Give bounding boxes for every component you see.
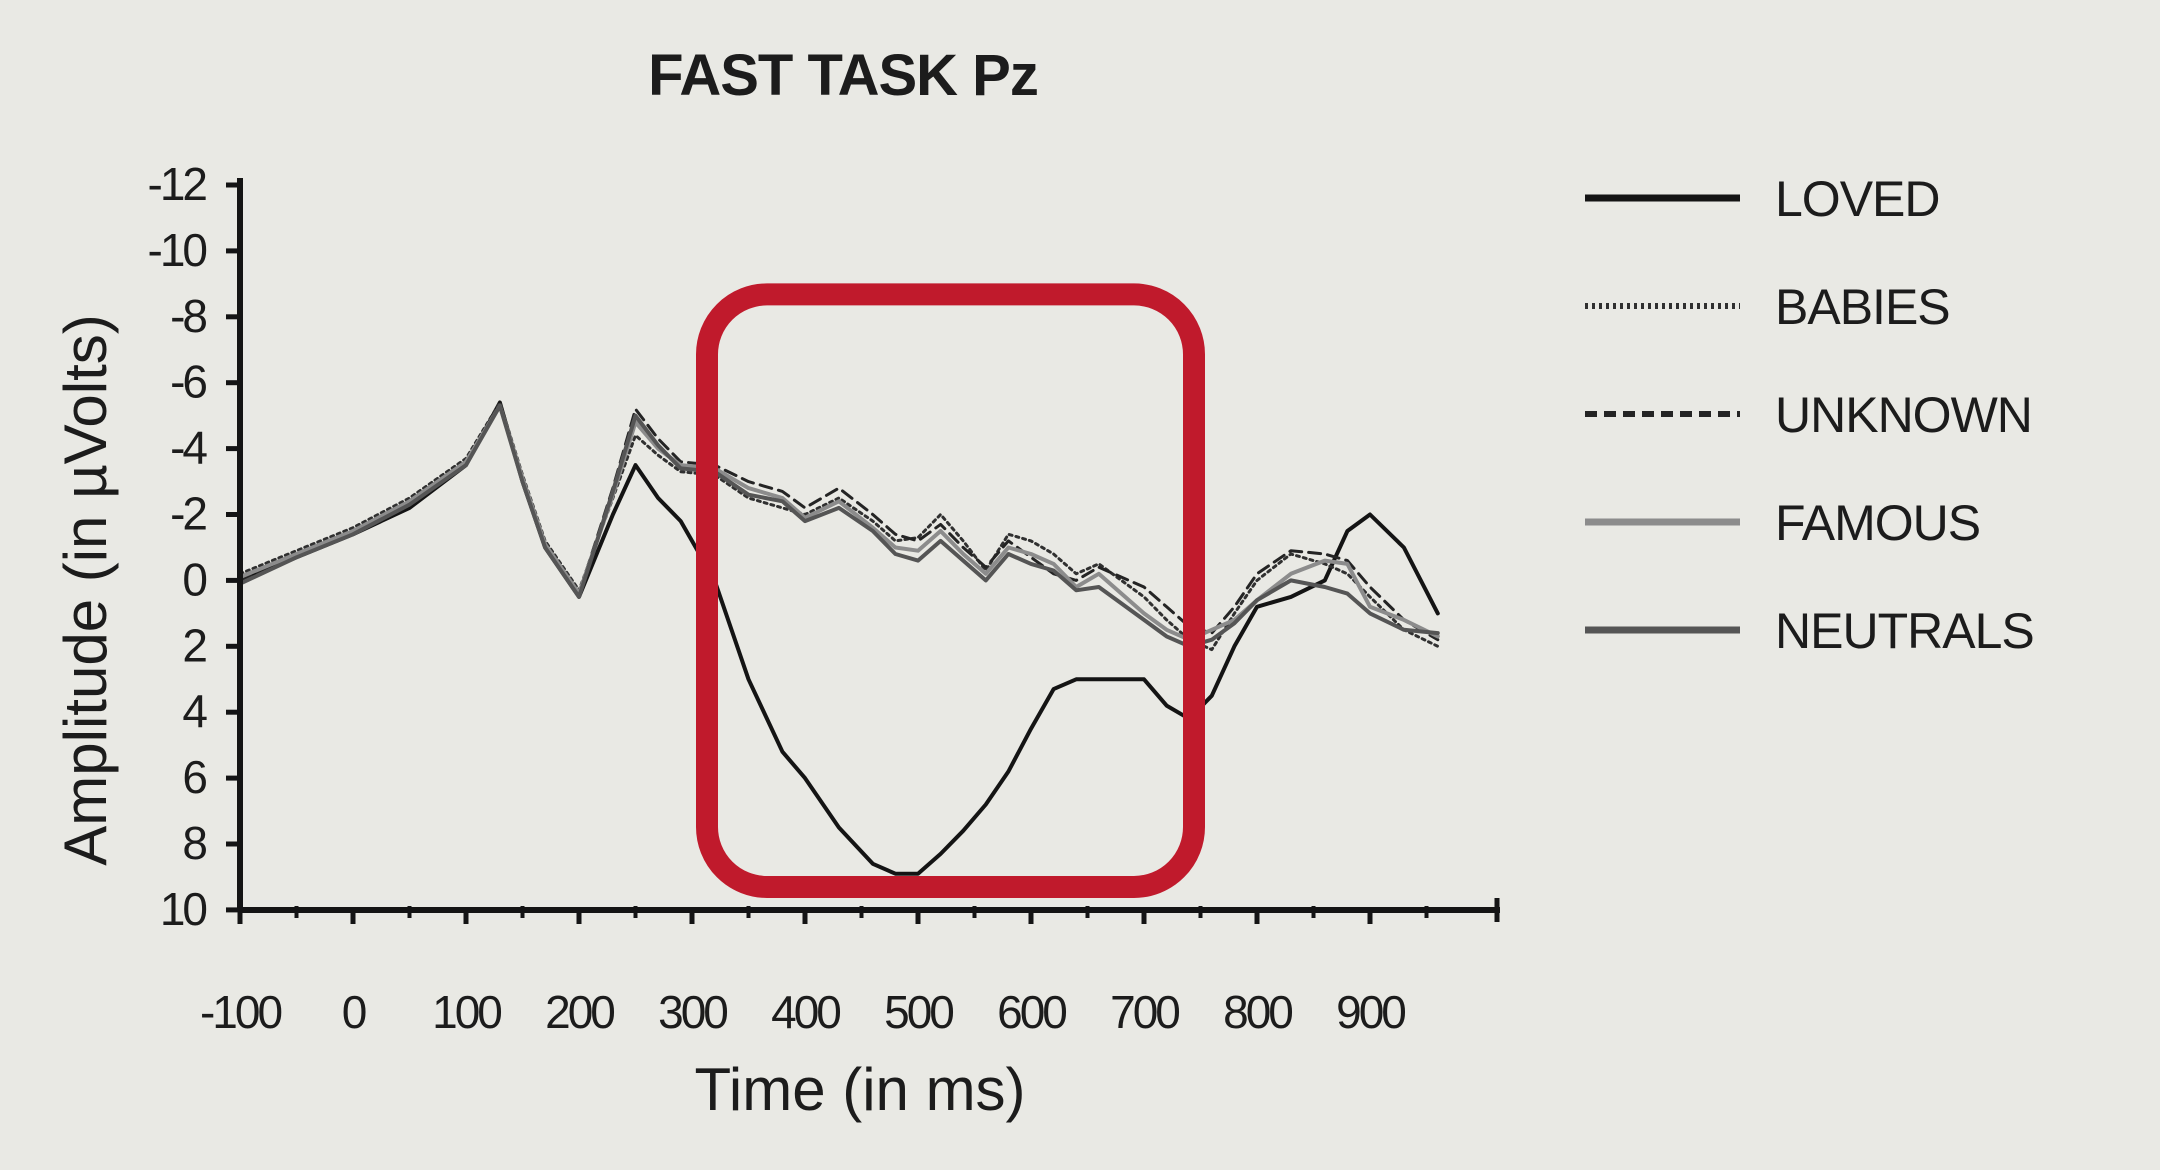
series-line-babies (238, 401, 1440, 652)
y-axis-label: Amplitude (in µVolts) (52, 314, 119, 865)
y-tick-label: -8 (170, 290, 206, 342)
y-tick-label: 2 (182, 619, 206, 671)
x-tick-label: 600 (997, 986, 1066, 1038)
y-tick-label: 4 (182, 685, 207, 737)
y-tick-label: 6 (182, 751, 206, 803)
y-tick-label: 0 (182, 553, 206, 605)
x-tick-label: 700 (1110, 986, 1179, 1038)
y-tick-label: -4 (170, 422, 207, 474)
series-layer (238, 400, 1440, 876)
series-line-neutrals (238, 403, 1440, 649)
y-tick-label: -2 (170, 488, 206, 540)
y-ticks: -12 -10 -8 -6 -4 -2 0 2 4 6 8 10 (148, 158, 240, 935)
x-tick-label: 0 (342, 986, 366, 1038)
x-tick-label: 300 (658, 986, 727, 1038)
x-axis-label: Time (in ms) (694, 1056, 1025, 1123)
y-tick-label: 8 (182, 817, 206, 869)
legend-label-loved: LOVED (1775, 171, 1940, 227)
x-tick-label: 200 (545, 986, 614, 1038)
legend-label-famous: FAMOUS (1775, 495, 1980, 551)
x-tick-label: -100 (200, 986, 281, 1038)
axes (237, 178, 1500, 913)
legend-label-neutrals: NEUTRALS (1775, 603, 2034, 659)
x-ticks: -100 0 100 200 300 400 500 600 700 800 900 (200, 898, 1500, 1038)
x-tick-label: 900 (1336, 986, 1405, 1038)
y-tick-label: -12 (148, 158, 207, 210)
highlight-box (696, 283, 1205, 898)
y-tick-label: -6 (170, 356, 206, 408)
series-line-loved (238, 400, 1440, 876)
legend: LOVED BABIES UNKNOWN FAMOUS NEUTRALS (1585, 171, 2035, 659)
chart-title: FAST TASK Pz (648, 43, 1038, 108)
y-tick-label: -10 (148, 224, 207, 276)
x-tick-label: 100 (432, 986, 501, 1038)
x-tick-label: 500 (884, 986, 953, 1038)
x-tick-label: 800 (1223, 986, 1292, 1038)
y-tick-label: 10 (160, 883, 207, 935)
x-tick-label: 400 (771, 986, 840, 1038)
legend-label-babies: BABIES (1775, 279, 1950, 335)
legend-label-unknown: UNKNOWN (1775, 387, 2032, 443)
